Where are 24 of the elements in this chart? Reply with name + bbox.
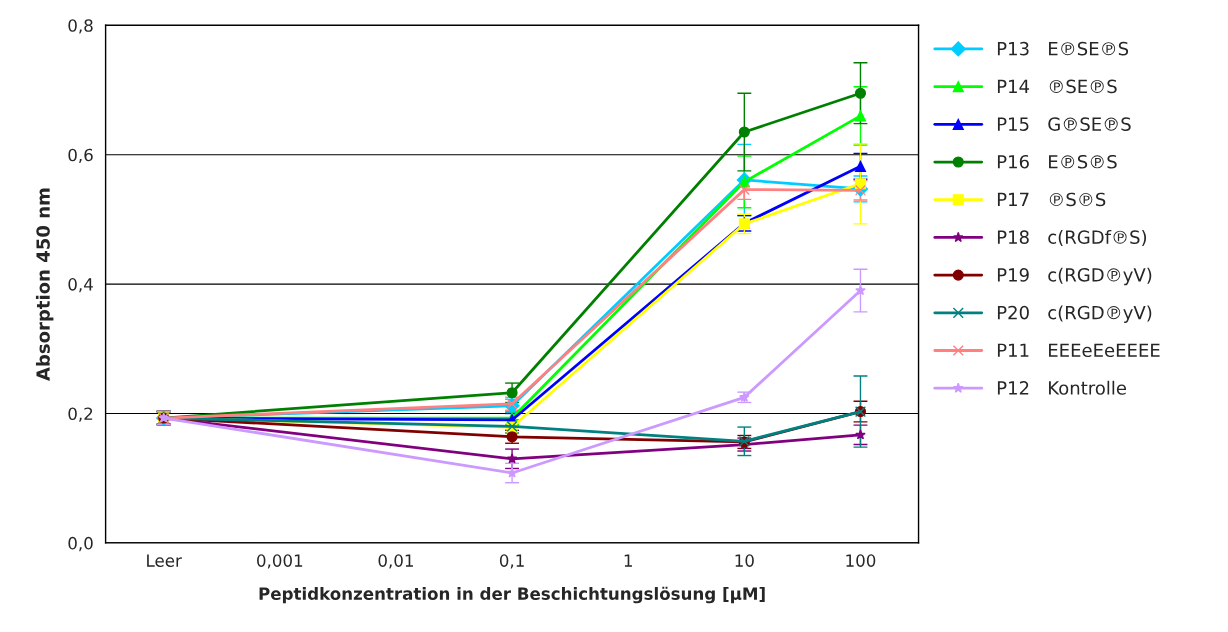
x-tick-label: 1 (624, 554, 632, 567)
x-tick-label: 0,01 (378, 554, 413, 569)
legend-label: P18 c(RGDf℗S) (997, 230, 1147, 247)
legend-label: P19 c(RGD℗yV) (997, 267, 1152, 286)
y-tick-label: 0,0 (68, 536, 93, 552)
y-tick-label: 0,6 (68, 148, 93, 163)
x-tick-label: 100 (846, 554, 876, 567)
legend-label: P14 ℗SE℗S (997, 79, 1117, 94)
y-tick-label: 0,2 (68, 407, 93, 422)
y-tick-label: 0,8 (68, 19, 93, 34)
legend-label: P16 E℗S℗S (997, 154, 1117, 169)
y-axis-title: Absorption 450 nm (35, 188, 54, 381)
legend-label: P15 G℗SE℗S (997, 117, 1131, 131)
x-tick-label: 0,1 (499, 554, 524, 569)
x-tick-label: 10 (735, 554, 754, 567)
x-axis-title: Peptidkonzentration in der Beschichtungslösung [µM] (259, 586, 765, 604)
legend-label: P11 EEEeEeEEEE (997, 343, 1160, 358)
y-tick-label: 0,4 (68, 278, 93, 293)
legend-label: P12 Kontrolle (997, 380, 1127, 395)
x-tick-label: 0,001 (257, 554, 303, 569)
legend-label: P13 E℗SE℗S (997, 41, 1129, 56)
legend-label: P20 c(RGD℗yV) (997, 305, 1152, 323)
x-tick-label: Leer (147, 554, 182, 567)
legend-label: P17 ℗S℗S (997, 192, 1106, 207)
